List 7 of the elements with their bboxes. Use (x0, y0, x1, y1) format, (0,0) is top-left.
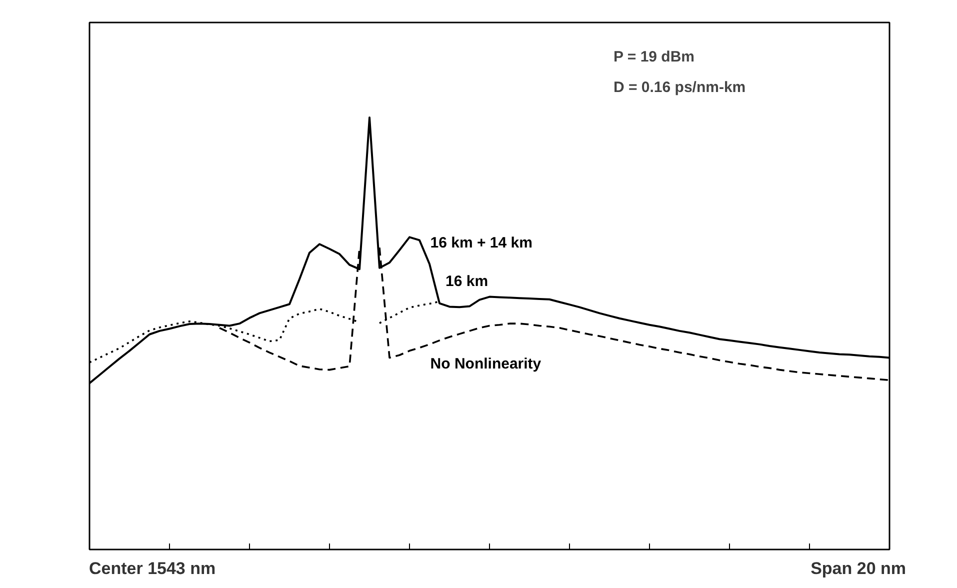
text: Span 20 nm (810, 558, 906, 580)
series-label: 16 km (446, 273, 488, 290)
series-label: 16 km + 14 km (430, 234, 532, 252)
text: Center 1543 nm (89, 558, 216, 580)
series-label: No Nonlinearity (430, 355, 542, 372)
text: D = 0.16 ps/nm-km (614, 78, 746, 96)
text: P = 19 dBm (614, 48, 695, 66)
